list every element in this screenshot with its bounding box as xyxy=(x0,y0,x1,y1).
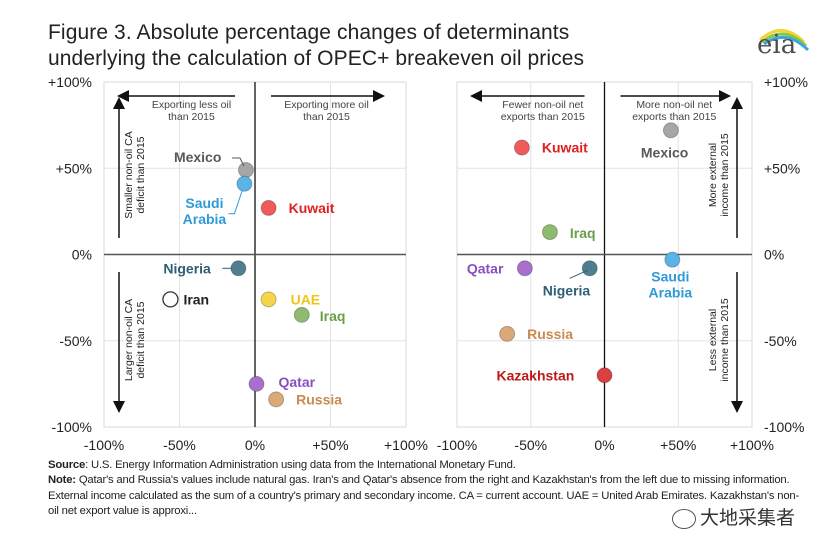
chart2-x-tick-label: -100% xyxy=(437,437,477,453)
chart2-x-tick-label: -50% xyxy=(514,437,547,453)
chart1-point-kuwait xyxy=(260,199,277,216)
chart1-point-uae xyxy=(260,291,277,308)
source-text: : U.S. Energy Information Administration… xyxy=(85,459,516,471)
chart1-point-iraq xyxy=(293,306,310,323)
chart2-x-tick-label: 0% xyxy=(594,437,614,453)
chart1-point-russia xyxy=(268,391,285,408)
eia-logo: eia xyxy=(757,30,797,60)
chart2-x-tick-label: +50% xyxy=(660,437,696,453)
wechat-icon xyxy=(672,508,696,529)
chart2-point-kuwait xyxy=(513,139,530,156)
chart1-y-tick-label: -100% xyxy=(52,419,92,435)
chart2-label-nigeria: Nigeria xyxy=(543,282,591,298)
note-text: Qatar's and Russia's values include natu… xyxy=(48,474,800,517)
chart1-label-russia: Russia xyxy=(296,391,342,407)
chart1-x-tick-label: 0% xyxy=(245,437,265,453)
chart1-label-saudi-arabia: Saudi Arabia xyxy=(183,195,227,227)
chart1-x-tick-label: +50% xyxy=(312,437,348,453)
chart2-down-arrow-label: Less externalincome than 2015 xyxy=(707,298,731,382)
chart2-label-kazakhstan: Kazakhstan xyxy=(497,367,575,383)
chart1-x-tick-label: +100% xyxy=(384,437,428,453)
chart1-y-tick-label: 0% xyxy=(72,247,92,263)
chart2-label-russia: Russia xyxy=(527,326,573,342)
title-line-1: Figure 3. Absolute percentage changes of… xyxy=(48,21,570,44)
chart1-down-arrow-label: Larger non-oil CAdeficit than 2015 xyxy=(123,299,147,381)
chart-title: Figure 3. Absolute percentage changes of… xyxy=(48,20,584,72)
chart1-right-arrow-label: Exporting more oil than 2015 xyxy=(284,99,369,123)
chart1-label-uae: UAE xyxy=(291,291,321,307)
title-line-2: underlying the calculation of OPEC+ brea… xyxy=(48,47,585,70)
chart1-leader-saudi-arabia xyxy=(228,189,243,215)
watermark: 大地采集者 xyxy=(672,503,795,530)
chart2-y-tick-label: -50% xyxy=(764,333,797,349)
watermark-text: 大地采集者 xyxy=(700,508,796,529)
chart2-point-saudi-arabia xyxy=(664,251,681,268)
chart2-y-tick-label: +100% xyxy=(764,74,808,90)
chart1-label-iran: Iran xyxy=(183,291,209,307)
chart2-point-russia xyxy=(499,325,516,342)
chart1-point-iran xyxy=(162,291,179,308)
chart1-point-qatar xyxy=(248,375,265,392)
source-line: Source: U.S. Energy Information Administ… xyxy=(48,458,808,473)
note-label: Note: xyxy=(48,474,76,487)
chart2-leader-nigeria xyxy=(569,269,588,279)
chart2-up-arrow-label: More externalincome than 2015 xyxy=(707,133,731,217)
chart2-label-mexico: Mexico xyxy=(641,144,688,160)
chart1-label-kuwait: Kuwait xyxy=(289,200,335,216)
chart2-left-arrow-label: Fewer non-oil net exports than 2015 xyxy=(501,99,585,123)
chart1-point-nigeria xyxy=(230,260,247,277)
eia-logo-arc-icon xyxy=(758,29,810,52)
chart2-label-saudi-arabia: Saudi Arabia xyxy=(649,269,693,301)
chart1-leader-mexico xyxy=(231,157,245,167)
chart1-y-tick-label: +100% xyxy=(48,74,92,90)
chart2-x-tick-label: +100% xyxy=(730,437,774,453)
chart1-x-tick-label: -100% xyxy=(84,437,124,453)
chart2-point-nigeria xyxy=(581,260,598,277)
chart1-point-mexico xyxy=(237,161,254,178)
chart1-point-saudi-arabia xyxy=(236,175,253,192)
chart2-label-iraq: Iraq xyxy=(570,225,596,241)
chart1-label-mexico: Mexico xyxy=(174,149,221,165)
chart2-right-arrow-label: More non-oil net exports than 2015 xyxy=(632,99,716,123)
chart2-point-kazakhstan xyxy=(596,367,613,384)
note-line: Note: Qatar's and Russia's values includ… xyxy=(48,473,808,519)
scatter-charts: -100% -50% 0% +50% +100% +100% +50% 0% -50% -100%… xyxy=(48,74,808,453)
chart1-label-nigeria: Nigeria xyxy=(163,260,211,276)
chart1-label-iraq: Iraq xyxy=(320,308,346,324)
chart2-y-tick-label: +50% xyxy=(764,160,800,176)
chart1-label-qatar: Qatar xyxy=(279,374,316,390)
chart2-y-tick-label: -100% xyxy=(764,419,804,435)
chart1-y-tick-label: +50% xyxy=(56,160,92,176)
chart1-x-tick-label: -50% xyxy=(163,437,196,453)
source-label: Source xyxy=(48,459,86,471)
chart2-point-mexico xyxy=(662,122,679,139)
chart2-label-qatar: Qatar xyxy=(467,260,504,276)
chart1-up-arrow-label: Smaller non-oil CAdeficit than 2015 xyxy=(123,131,147,219)
chart2-point-iraq xyxy=(541,224,558,241)
chart2-point-qatar xyxy=(516,260,533,277)
footnote: Source: U.S. Energy Information Administ… xyxy=(48,458,808,519)
chart1-left-arrow-label: Exporting less oil than 2015 xyxy=(152,99,231,123)
chart2-label-kuwait: Kuwait xyxy=(542,140,588,156)
chart1-y-tick-label: -50% xyxy=(59,333,92,349)
chart2-y-tick-label: 0% xyxy=(764,247,784,263)
